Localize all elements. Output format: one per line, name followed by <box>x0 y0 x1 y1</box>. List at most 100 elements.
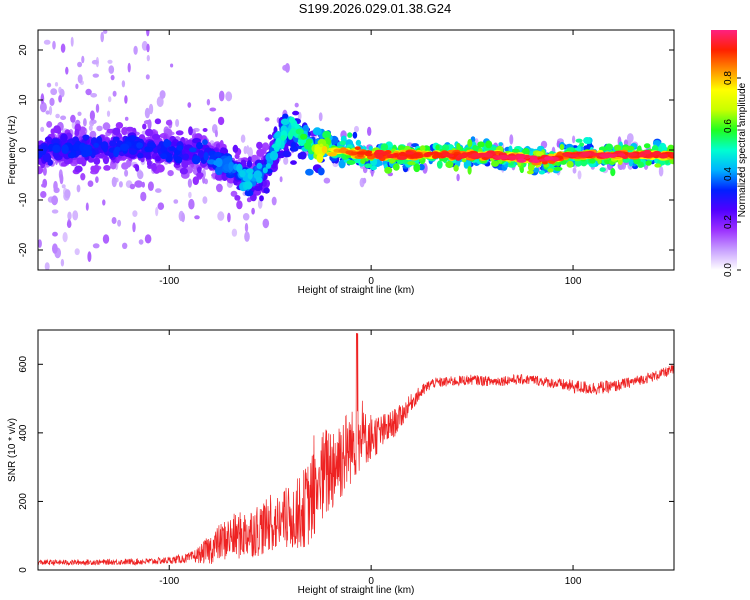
spectrogram-point <box>46 121 53 128</box>
spectrogram-point <box>231 228 238 237</box>
spectrogram-point <box>188 147 197 153</box>
spectrogram-point <box>214 129 218 138</box>
spectrogram-point <box>290 160 297 165</box>
spectrogram-point <box>93 164 100 174</box>
spectrogram-point <box>40 310 46 316</box>
spectrogram-point <box>654 163 662 168</box>
spectrogram-point <box>87 277 93 287</box>
spectrogram-point <box>544 156 554 161</box>
spectrogram-point <box>93 142 99 148</box>
spectrogram-point <box>40 126 45 132</box>
spectrogram-point <box>85 88 92 96</box>
spectrogram-point <box>280 135 286 141</box>
spectrogram-point <box>60 283 66 292</box>
spectrogram-y-tick-label: -20 <box>18 242 29 257</box>
spectrogram-point <box>58 95 62 103</box>
spectrogram-point <box>60 258 65 267</box>
spectrogram-point <box>102 199 106 206</box>
spectrogram-point <box>65 66 69 75</box>
spectrogram-point <box>146 159 152 167</box>
spectrogram-point <box>669 158 674 165</box>
snr-y-axis-title: SNR (10 * v/v) <box>7 418 18 482</box>
spectrogram-point <box>436 160 443 169</box>
spectrogram-point <box>146 54 150 62</box>
spectrogram-point <box>136 142 144 149</box>
spectrogram-point <box>232 144 239 153</box>
spectrogram-point <box>170 63 174 68</box>
spectrogram-point <box>90 93 98 98</box>
spectrogram-point <box>92 73 100 78</box>
spectrogram-point <box>240 134 246 143</box>
spectrogram-point <box>419 145 426 152</box>
snr-x-tick-label: 100 <box>565 576 582 587</box>
spectrogram-point <box>61 184 66 189</box>
snr-y-ticks: 0 200 400 600 <box>18 356 674 573</box>
spectrogram-point <box>228 161 234 171</box>
spectrogram-point <box>202 176 206 184</box>
spectrogram-point <box>87 251 92 263</box>
spectrogram-point <box>124 169 129 177</box>
spectrogram-point <box>181 159 189 169</box>
spectrogram-point <box>225 91 233 102</box>
spectrogram-point <box>104 293 108 298</box>
spectrogram-point <box>318 112 323 122</box>
spectrogram-x-tick-label: 100 <box>565 276 582 287</box>
spectrogram-point <box>117 219 122 227</box>
spectrogram-point <box>191 155 201 165</box>
spectrogram-point <box>209 107 217 112</box>
spectrogram-point <box>323 177 331 184</box>
spectrogram-point <box>566 160 574 168</box>
spectrogram-point <box>160 153 168 160</box>
spectrogram-point <box>645 160 652 166</box>
spectrogram-point <box>431 151 440 155</box>
spectrogram-point <box>526 170 534 175</box>
spectrogram-point <box>264 117 270 122</box>
spectrogram-point <box>354 146 361 151</box>
spectrogram-point <box>572 167 577 174</box>
spectrogram-point <box>175 130 184 136</box>
spectrogram-point <box>304 142 312 150</box>
spectrogram-point <box>614 144 622 152</box>
spectrogram-point <box>638 153 646 158</box>
spectrogram-point <box>453 164 459 172</box>
spectrogram-point <box>151 133 161 140</box>
spectrogram-point <box>435 144 440 151</box>
spectrogram-point <box>147 119 152 130</box>
spectrogram-point <box>386 154 395 159</box>
spectrogram-point <box>151 162 158 172</box>
snr-y-tick-label: 600 <box>18 356 29 373</box>
spectrogram-point <box>396 155 408 160</box>
spectrogram-point <box>347 132 353 138</box>
spectrogram-y-tick-label: -10 <box>18 192 29 207</box>
spectrogram-point <box>155 155 161 162</box>
spectrogram-point <box>346 160 356 165</box>
spectrogram-point <box>362 177 367 184</box>
spectrogram-point <box>236 163 243 173</box>
spectrogram-point <box>138 239 144 245</box>
spectrogram-point <box>114 320 117 328</box>
spectrogram-x-ticks: -100 0 100 <box>159 30 582 287</box>
spectrogram-point <box>269 150 279 161</box>
spectrogram-point <box>202 128 208 132</box>
spectrogram-point <box>553 166 563 171</box>
spectrogram-point <box>670 153 674 157</box>
spectrogram-point <box>364 163 373 169</box>
spectrogram-point <box>173 199 179 204</box>
spectrogram-point <box>234 195 241 201</box>
spectrogram-point <box>145 128 154 137</box>
spectrogram-point <box>604 159 611 165</box>
spectrogram-point <box>134 180 143 188</box>
spectrogram-point <box>413 164 421 173</box>
spectrogram-point <box>541 160 548 165</box>
spectrogram-point <box>316 153 324 163</box>
spectrogram-point <box>126 126 134 132</box>
spectrogram-point <box>202 139 208 145</box>
spectrogram-point <box>187 102 192 108</box>
spectrogram-point <box>445 160 454 169</box>
spectrogram-point <box>547 168 554 173</box>
spectrogram-point <box>485 140 493 149</box>
spectrogram-point <box>60 115 67 121</box>
spectrogram-point <box>115 122 124 129</box>
spectrogram-point <box>102 156 110 165</box>
